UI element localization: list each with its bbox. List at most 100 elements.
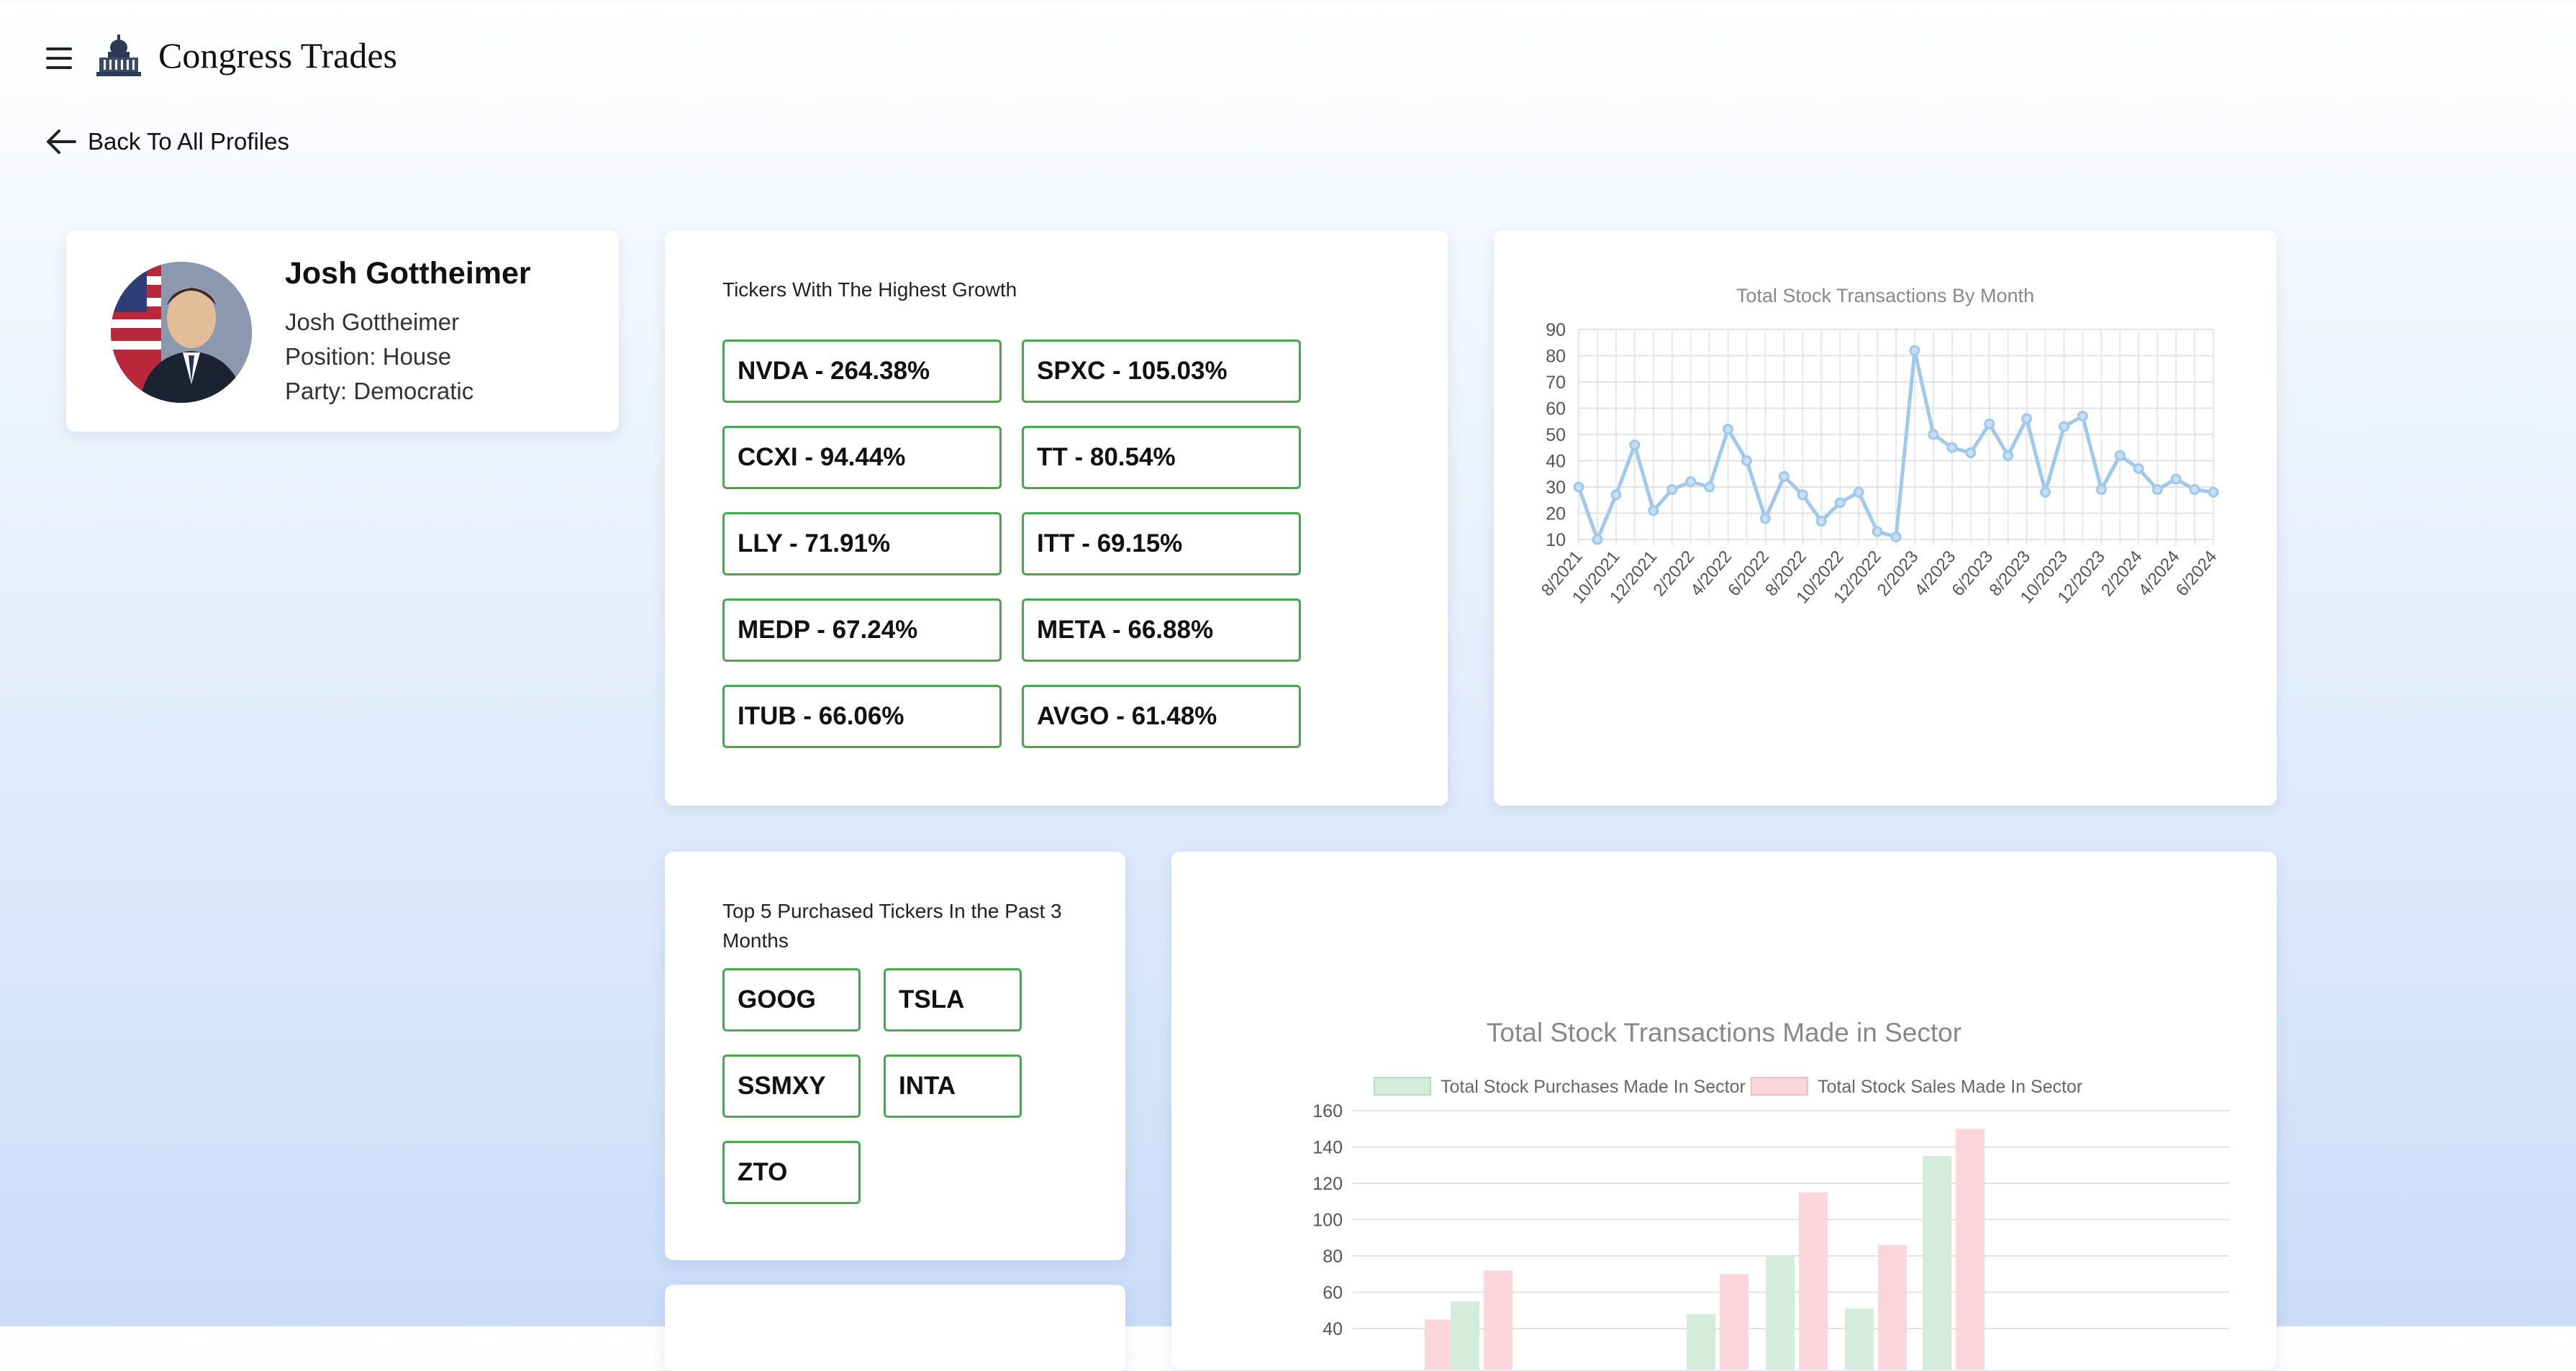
data-point [1890,531,1902,542]
growth-title: Tickers With The Highest Growth [722,278,1017,301]
ticker-button[interactable]: TT - 80.54% [1022,426,1301,489]
bar-sales [1720,1274,1749,1370]
data-point [2058,421,2069,432]
purchased-card: Top 5 Purchased Tickers In the Past 3 Mo… [665,852,1125,1260]
purchased-title: Top 5 Purchased Tickers In the Past 3 Mo… [722,900,1062,952]
y-tick-label: 160 [1312,1101,1343,1121]
data-point [2151,484,2163,496]
data-point [1815,515,1827,527]
y-tick-label: 80 [1323,1247,1343,1267]
y-tick-label: 60 [1323,1283,1343,1303]
ticker-button[interactable]: GOOG [722,968,861,1031]
next-card [665,1285,1125,1371]
data-point [1741,455,1752,466]
data-point [2003,450,2014,461]
y-tick-label: 50 [1546,425,1566,445]
data-point [1648,505,1659,516]
sector-transactions-chart: Total Stock Transactions Made in Sector … [1312,1018,2229,1370]
bar-sales [1956,1129,1985,1370]
back-label: Back To All Profiles [88,128,290,155]
x-tick-label: 4/2024 [2135,547,2184,601]
menu-button[interactable] [46,47,72,76]
data-point [1685,476,1697,488]
ticker-button[interactable]: LLY - 71.91% [722,512,1002,575]
chart-title: Total Stock Transactions By Month [1736,285,2034,306]
data-point [1704,481,1715,493]
data-point [1666,484,1678,496]
x-tick-label: 6/2023 [1948,547,1997,601]
data-point [1573,481,1584,493]
ticker-button[interactable]: INTA [884,1055,1022,1118]
data-point [1853,486,1864,498]
arrow-left-icon [47,129,76,154]
data-point [1965,447,1977,459]
data-point [1909,345,1920,356]
ticker-button[interactable]: META - 66.88% [1022,598,1301,662]
data-point [2095,484,2107,496]
profile-card: Josh Gottheimer Josh Gottheimer Position… [66,230,619,432]
data-point [2040,486,2051,498]
data-point [2208,486,2219,498]
y-tick-label: 40 [1323,1319,1343,1339]
legend-label-purchases: Total Stock Purchases Made In Sector [1441,1077,1746,1097]
bar-sales [1425,1319,1453,1370]
data-point [1872,526,1883,537]
ticker-button[interactable]: ZTO [722,1141,861,1204]
data-point [2114,450,2126,461]
data-point [2021,413,2033,424]
avatar [111,262,252,403]
data-point [1834,497,1846,509]
data-point [2170,473,2182,485]
ticker-button[interactable]: NVDA - 264.38% [722,340,1002,403]
x-tick-label: 6/2022 [1724,547,1773,601]
data-point [2189,484,2200,496]
data-point [1928,429,1939,440]
hamburger-icon [46,47,72,50]
ticker-button[interactable]: AVGO - 61.48% [1022,685,1301,748]
profile-full-name: Josh Gottheimer [285,309,460,335]
ticker-button[interactable]: TSLA [884,968,1022,1031]
data-point [1797,489,1808,501]
ticker-button[interactable]: ITUB - 66.06% [722,685,1002,748]
capitol-icon [96,35,141,76]
x-tick-label: 4/2023 [1911,547,1960,601]
legend-label-sales: Total Stock Sales Made In Sector [1818,1077,2082,1097]
sector-chart-card: Total Stock Transactions Made in Sector … [1171,852,2277,1370]
x-tick-label: 2/2024 [2097,547,2146,601]
data-point [1723,424,1734,435]
data-point [1629,439,1641,451]
bar-purchases [1766,1256,1795,1370]
data-point [1778,470,1790,482]
y-tick-label: 60 [1546,399,1566,419]
data-point [1946,442,1958,453]
y-tick-label: 30 [1546,478,1566,498]
bar-purchases [1687,1313,1715,1370]
monthly-transactions-chart: Total Stock Transactions By Month 10 20 30… [1538,285,2221,607]
y-tick-label: 120 [1312,1174,1343,1194]
app-title[interactable]: Congress Trades [158,35,397,76]
ticker-button[interactable]: SSMXY [722,1055,861,1118]
profile-position: Position: House [285,343,452,370]
data-point [2077,410,2088,422]
y-tick-label: 40 [1546,452,1566,472]
bar-sales [1484,1270,1513,1370]
back-link[interactable]: Back To All Profiles [46,128,289,155]
data-point [1592,534,1603,545]
y-tick-label: 140 [1312,1138,1343,1158]
ticker-button[interactable]: SPXC - 105.03% [1022,340,1301,403]
bar-purchases [1923,1156,1951,1370]
data-point [1984,418,1995,429]
x-tick-label: 2/2023 [1874,547,1923,601]
ticker-button[interactable]: MEDP - 67.24% [722,598,1002,662]
bar-sales [1799,1192,1828,1370]
x-tick-label: 6/2024 [2172,547,2221,601]
data-point [1610,489,1622,501]
ticker-button[interactable]: CCXI - 94.44% [722,426,1002,489]
ticker-button[interactable]: ITT - 69.15% [1022,512,1301,575]
y-tick-label: 70 [1546,373,1566,393]
data-point [1759,513,1771,524]
x-tick-label: 2/2022 [1649,547,1698,601]
legend-swatch-purchases [1374,1077,1431,1096]
data-point [2133,463,2144,474]
bar-purchases [1451,1301,1479,1370]
